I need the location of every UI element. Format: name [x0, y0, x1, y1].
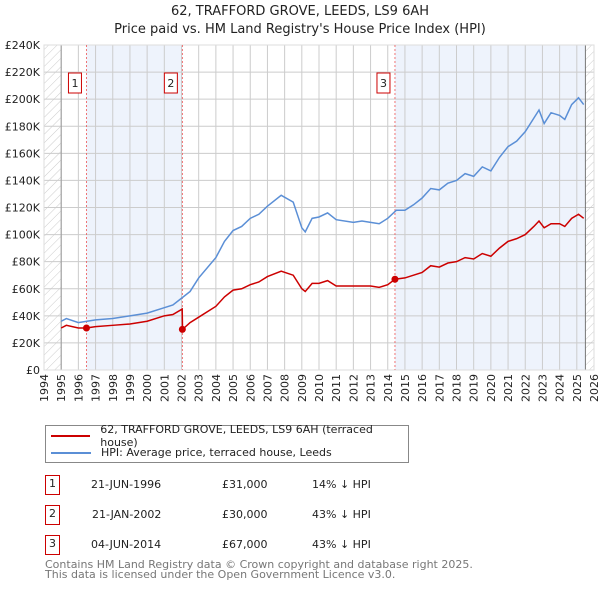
x-tick-label: 2016: [416, 374, 429, 402]
x-tick-label: 2025: [571, 374, 584, 402]
x-tick-label: 2014: [382, 374, 395, 402]
x-tick-label: 2009: [296, 374, 309, 402]
x-tick-label: 2026: [588, 374, 600, 402]
y-tick-label: £200K: [5, 93, 41, 106]
sale-hpi-diff: 14% ↓ HPI: [312, 478, 371, 491]
sale-price: £30,000: [222, 508, 268, 521]
x-tick-label: 2003: [193, 374, 206, 402]
y-tick-label: £160K: [5, 147, 41, 160]
table-row: 1 21-JUN-1996 £31,000 14% ↓ HPI: [45, 475, 445, 495]
table-row: 3 04-JUN-2014 £67,000 43% ↓ HPI: [45, 535, 445, 555]
sale-date: 04-JUN-2014: [91, 538, 162, 551]
sale-box: [376, 72, 391, 94]
x-tick-label: 2004: [210, 374, 223, 402]
legend-swatch-hpi: [51, 451, 91, 454]
x-tick-label: 1999: [124, 374, 137, 402]
sale-date: 21-JAN-2002: [92, 508, 162, 521]
sale-point: [82, 324, 90, 332]
x-tick-label: 2010: [313, 374, 326, 402]
price-line: [60, 213, 585, 332]
y-tick-label: £80K: [12, 256, 41, 269]
y-tick-label: £40K: [12, 310, 41, 323]
legend-swatch-price: [51, 434, 91, 437]
x-tick-label: 1998: [107, 374, 120, 402]
y-tick-label: £180K: [5, 120, 41, 133]
sale-price: £31,000: [222, 478, 268, 491]
x-tick-label: 1994: [38, 374, 51, 402]
sale-date: 21-JUN-1996: [91, 478, 162, 491]
footer-line: Contains HM Land Registry data © Crown c…: [45, 558, 473, 571]
y-tick-label: £20K: [12, 337, 41, 350]
x-tick-label: 2018: [451, 374, 464, 402]
x-tick-label: 2019: [468, 374, 481, 402]
sale-marker-label: 3: [45, 535, 60, 555]
x-tick-label: 1997: [90, 374, 103, 402]
x-tick-label: 2020: [485, 374, 498, 402]
sale-hpi-diff: 43% ↓ HPI: [312, 508, 371, 521]
sale-point: [178, 325, 186, 333]
table-row: 2 21-JAN-2002 £30,000 43% ↓ HPI: [45, 505, 445, 525]
sale-box: [67, 72, 82, 94]
y-tick-label: £0: [26, 364, 40, 377]
sale-price: £67,000: [222, 538, 268, 551]
x-tick-label: 2015: [399, 374, 412, 402]
x-tick-label: 1995: [55, 374, 68, 402]
x-tick-label: 2023: [536, 374, 549, 402]
legend-label-price: 62, TRAFFORD GROVE, LEEDS, LS9 6AH (terr…: [100, 422, 373, 449]
plot-frame: [43, 44, 595, 371]
sale-marker-label: 2: [45, 505, 60, 525]
x-tick-label: 2012: [347, 374, 360, 402]
sale-box: [163, 72, 178, 94]
x-tick-label: 2001: [158, 374, 171, 402]
sale-box-label: 2: [167, 77, 174, 90]
chart: 1994 1995 1996 1997 1998 1999 2000 2001 2002 2003…: [5, 39, 600, 402]
legend-label-hpi: HPI: Average price, terraced house, Leed…: [101, 446, 332, 459]
x-tick-label: 2024: [554, 374, 567, 402]
x-tick-label: 2013: [365, 374, 378, 402]
chart-subtitle: Price paid vs. HM Land Registry's House …: [114, 22, 486, 37]
y-tick-label: £60K: [12, 283, 41, 296]
x-tick-label: 2000: [141, 374, 154, 402]
x-tick-label: 2021: [502, 374, 515, 402]
hpi-line: [60, 96, 585, 324]
x-tick-label: 2022: [519, 374, 532, 402]
x-tick-label: 2005: [227, 374, 240, 402]
x-tick-label: 2007: [261, 374, 274, 402]
y-tick-label: £140K: [5, 174, 41, 187]
x-tick-label: 2017: [433, 374, 446, 402]
footer: Contains HM Land Registry data © Crown c…: [45, 558, 473, 581]
sale-box-label: 1: [71, 77, 78, 90]
sale-box-label: 3: [380, 77, 387, 90]
x-tick-label: 1996: [72, 374, 85, 402]
sale-point: [391, 275, 399, 283]
x-tick-label: 2008: [279, 374, 292, 402]
y-tick-label: £100K: [5, 229, 41, 242]
sale-marker-label: 1: [45, 475, 60, 495]
y-tick-label: £220K: [5, 66, 41, 79]
x-tick-label: 2011: [330, 374, 343, 402]
legend: 62, TRAFFORD GROVE, LEEDS, LS9 6AH (terr…: [45, 422, 409, 463]
x-tick-label: 2002: [176, 374, 189, 402]
x-tick-label: 2006: [244, 374, 257, 402]
y-tick-label: £240K: [5, 39, 41, 52]
footer-line: This data is licensed under the Open Gov…: [45, 568, 396, 581]
chart-title: 62, TRAFFORD GROVE, LEEDS, LS9 6AH: [170, 4, 430, 19]
y-tick-label: £120K: [5, 202, 41, 215]
sale-hpi-diff: 43% ↓ HPI: [312, 538, 371, 551]
